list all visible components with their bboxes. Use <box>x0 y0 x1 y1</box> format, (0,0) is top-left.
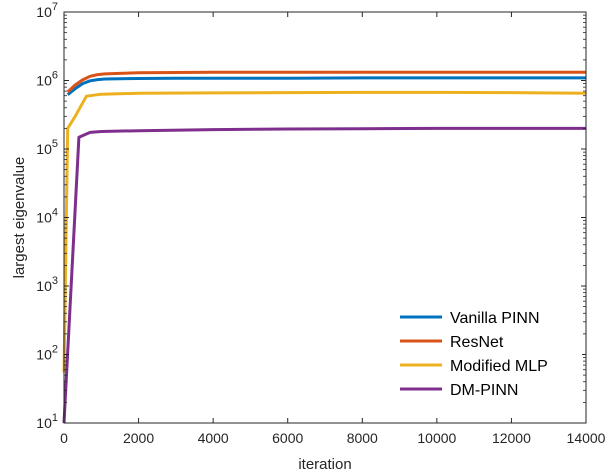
x-tick-label: 8000 <box>347 430 378 446</box>
x-tick-label: 4000 <box>198 430 229 446</box>
legend-label-0: Vanilla PINN <box>450 310 540 327</box>
y-tick-label: 103 <box>36 275 58 294</box>
y-tick-label: 102 <box>36 344 58 363</box>
x-tick-label: 14000 <box>567 430 606 446</box>
y-tick-label: 105 <box>36 138 58 157</box>
y-tick-label: 106 <box>36 70 58 89</box>
legend-label-3: DM-PINN <box>450 382 518 399</box>
series-line-3 <box>62 126 586 424</box>
legend-label-1: ResNet <box>450 334 504 351</box>
y-tick-label: 104 <box>36 207 58 226</box>
series-layer <box>62 70 587 424</box>
y-tick-label: 107 <box>36 1 58 20</box>
y-tick-label: 101 <box>36 412 58 431</box>
x-tick-label: 2000 <box>123 430 154 446</box>
x-axis-title: iteration <box>298 456 351 473</box>
ticks-layer: 0 2000 4000 6000 8000 10000 12000 14000 101 102 10… <box>36 1 605 446</box>
x-tick-label: 6000 <box>272 430 303 446</box>
series-line-1 <box>66 70 586 94</box>
series-line-2 <box>62 90 587 373</box>
x-tick-label: 12000 <box>492 430 531 446</box>
legend-label-2: Modified MLP <box>450 358 548 375</box>
series-line-0 <box>66 76 586 96</box>
x-tick-label: 0 <box>60 430 68 446</box>
x-tick-label: 10000 <box>417 430 456 446</box>
y-axis-title: largest eigenvalue <box>11 157 28 279</box>
legend: Vanilla PINN ResNet Modified MLP DM-PINN <box>392 300 582 402</box>
